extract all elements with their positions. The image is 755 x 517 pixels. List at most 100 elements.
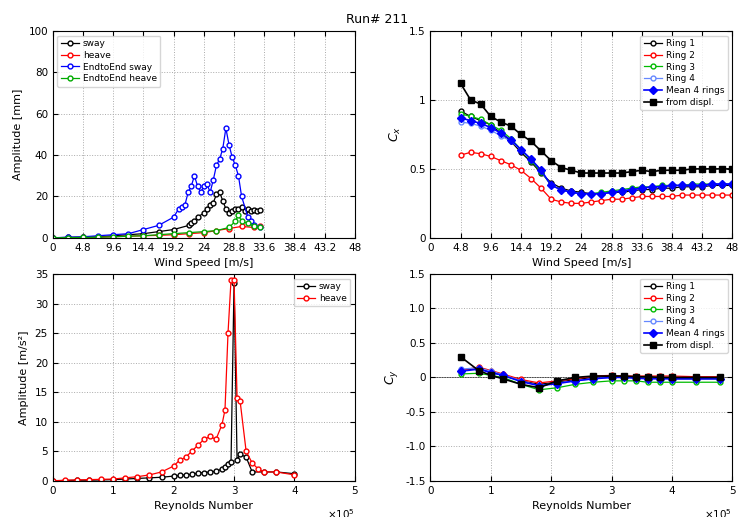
Ring 1 [667,376,676,382]
sway [233,457,242,463]
Mean 4 rings [553,381,562,387]
from displ. [537,148,546,154]
heave [256,223,265,230]
Ring 2 [718,192,727,198]
Ring 1 [496,130,505,136]
heave [121,475,130,481]
sway [205,202,214,208]
heave [109,476,118,482]
EndtoEnd heave [224,224,233,231]
sway [175,473,184,479]
Ring 2 [535,380,544,386]
Ring 2 [617,196,626,202]
EndtoEnd sway [177,204,186,210]
Ring 4 [474,364,483,371]
X-axis label: Wind Speed [m/s]: Wind Speed [m/s] [532,258,631,268]
X-axis label: Reynolds Number: Reynolds Number [154,501,254,511]
Ring 3 [547,183,556,189]
heave [85,477,94,483]
EndtoEnd heave [154,232,163,238]
EndtoEnd sway [208,177,217,183]
sway [215,189,224,195]
EndtoEnd heave [139,233,148,239]
Ring 4 [516,146,525,153]
Line: Ring 2: Ring 2 [458,364,723,385]
EndtoEnd heave [237,218,246,224]
heave [224,225,233,232]
EndtoEnd sway [196,189,205,195]
Ring 4 [589,376,598,382]
sway [226,459,236,465]
Ring 3 [677,183,686,189]
Ring 2 [589,373,598,379]
Text: $\times 10^5$: $\times 10^5$ [327,508,355,517]
sway [272,469,281,475]
sway [190,218,199,224]
Ring 3 [707,181,716,187]
sway [290,470,299,477]
Ring 3 [607,188,616,194]
sway [242,454,251,460]
EndtoEnd heave [63,235,72,241]
heave [290,472,299,478]
Ring 3 [553,385,562,391]
Y-axis label: $C_x$: $C_x$ [388,127,403,142]
Ring 1 [643,374,652,381]
Ring 3 [516,146,525,153]
from displ. [707,166,716,172]
Ring 2 [466,149,475,156]
from displ. [677,167,686,173]
from displ. [658,167,667,173]
Y-axis label: Amplitude [mm]: Amplitude [mm] [13,89,23,180]
heave [199,436,208,443]
sway [169,226,178,233]
Line: heave: heave [51,278,297,483]
Ring 4 [486,368,495,374]
sway [218,197,227,204]
Line: Ring 2: Ring 2 [458,150,735,206]
sway [72,477,82,483]
sway [124,232,133,238]
Ring 3 [486,121,495,128]
Ring 4 [476,123,485,129]
from displ. [643,374,652,380]
Mean 4 rings [647,184,656,190]
EndtoEnd sway [246,218,255,224]
sway [94,234,103,240]
Ring 2 [547,196,556,202]
Ring 2 [516,376,525,383]
Mean 4 rings [617,188,626,194]
sway [199,469,208,476]
Ring 3 [631,378,640,384]
sway [217,466,226,472]
Mean 4 rings [643,376,652,382]
Ring 4 [607,189,616,195]
Ring 4 [667,183,676,189]
Mean 4 rings [589,376,598,382]
Ring 1 [526,159,535,165]
Ring 1 [728,183,737,189]
Line: Ring 1: Ring 1 [458,366,723,387]
Ring 1 [547,179,556,186]
Mean 4 rings [698,183,707,189]
Ring 1 [607,373,616,379]
from displ. [507,123,516,129]
Ring 1 [718,183,727,189]
from displ. [647,169,656,175]
Ring 3 [692,379,701,385]
EndtoEnd sway [154,222,163,229]
Mean 4 rings [607,374,616,381]
EndtoEnd heave [234,212,243,218]
Ring 1 [577,189,586,195]
Text: $\times 10^5$: $\times 10^5$ [704,508,732,517]
Mean 4 rings [496,130,505,136]
Ring 3 [556,187,565,193]
Ring 4 [658,184,667,190]
Mean 4 rings [516,146,525,153]
heave [48,478,57,484]
Ring 2 [677,192,686,198]
sway [109,233,118,239]
from displ. [627,169,636,175]
from displ. [607,170,616,176]
sway [250,207,259,213]
